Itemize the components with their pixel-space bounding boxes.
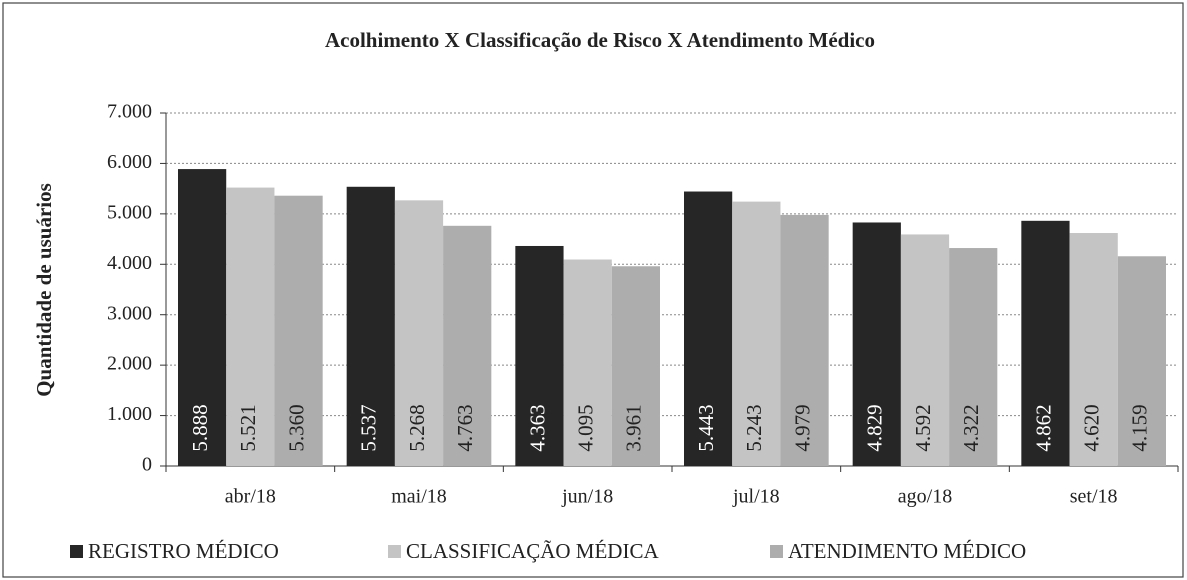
bar bbox=[178, 169, 227, 466]
value-label: 5.537 bbox=[357, 404, 381, 451]
legend-swatch bbox=[388, 545, 401, 558]
value-label: 5.888 bbox=[188, 404, 212, 451]
bar bbox=[1069, 233, 1118, 466]
bar bbox=[900, 234, 950, 466]
value-label: 4.159 bbox=[1128, 404, 1152, 451]
bar bbox=[611, 266, 660, 466]
legend-swatch bbox=[770, 545, 783, 558]
x-tick-label: set/18 bbox=[1070, 486, 1118, 508]
y-tick-label: 1.000 bbox=[107, 403, 152, 425]
value-label: 4.322 bbox=[959, 404, 983, 451]
y-axis-label: Quantidade de usuários bbox=[32, 183, 56, 397]
value-label: 4.862 bbox=[1031, 404, 1055, 451]
x-tick-label: abr/18 bbox=[225, 486, 276, 508]
bar bbox=[274, 195, 323, 466]
bar bbox=[515, 245, 564, 466]
chart-title: Acolhimento X Classificação de Risco X A… bbox=[325, 28, 875, 52]
value-label: 4.979 bbox=[790, 404, 814, 451]
bar bbox=[563, 259, 612, 466]
value-label: 3.961 bbox=[622, 404, 646, 451]
bar bbox=[1117, 256, 1166, 466]
legend-label: REGISTRO MÉDICO bbox=[88, 539, 279, 563]
y-tick-label: 0 bbox=[142, 454, 152, 476]
value-label: 4.363 bbox=[525, 404, 549, 451]
legend-label: CLASSIFICAÇÃO MÉDICA bbox=[406, 539, 659, 563]
legend-swatch bbox=[70, 545, 83, 558]
bar bbox=[394, 200, 444, 466]
y-tick-label: 5.000 bbox=[107, 201, 152, 223]
x-tick-label: ago/18 bbox=[898, 486, 952, 508]
bar bbox=[852, 222, 901, 466]
value-label: 5.521 bbox=[236, 404, 260, 451]
x-tick-label: mai/18 bbox=[391, 486, 447, 508]
y-tick-label: 3.000 bbox=[107, 302, 152, 324]
value-label: 4.763 bbox=[453, 404, 477, 451]
value-label: 4.829 bbox=[863, 404, 887, 451]
value-label: 4.620 bbox=[1079, 404, 1103, 451]
bar bbox=[684, 191, 733, 467]
value-label: 5.243 bbox=[742, 404, 766, 451]
x-tick-label: jun/18 bbox=[561, 486, 613, 508]
bar bbox=[346, 186, 395, 467]
bar bbox=[226, 187, 275, 466]
y-tick-label: 4.000 bbox=[107, 252, 152, 274]
value-label: 5.268 bbox=[405, 404, 429, 451]
bar bbox=[1021, 220, 1070, 466]
bar bbox=[949, 248, 998, 466]
value-label: 5.360 bbox=[284, 404, 308, 451]
value-label: 5.443 bbox=[694, 404, 718, 451]
x-tick-label: jul/18 bbox=[732, 486, 780, 508]
bar bbox=[443, 225, 492, 466]
y-tick-label: 6.000 bbox=[107, 151, 152, 173]
y-tick-label: 7.000 bbox=[107, 101, 152, 123]
y-tick-label: 2.000 bbox=[107, 353, 152, 375]
bar bbox=[732, 201, 781, 466]
value-label: 4.592 bbox=[911, 404, 935, 451]
bar bbox=[780, 214, 829, 466]
value-label: 4.095 bbox=[573, 404, 597, 451]
legend-label: ATENDIMENTO MÉDICO bbox=[788, 539, 1026, 563]
